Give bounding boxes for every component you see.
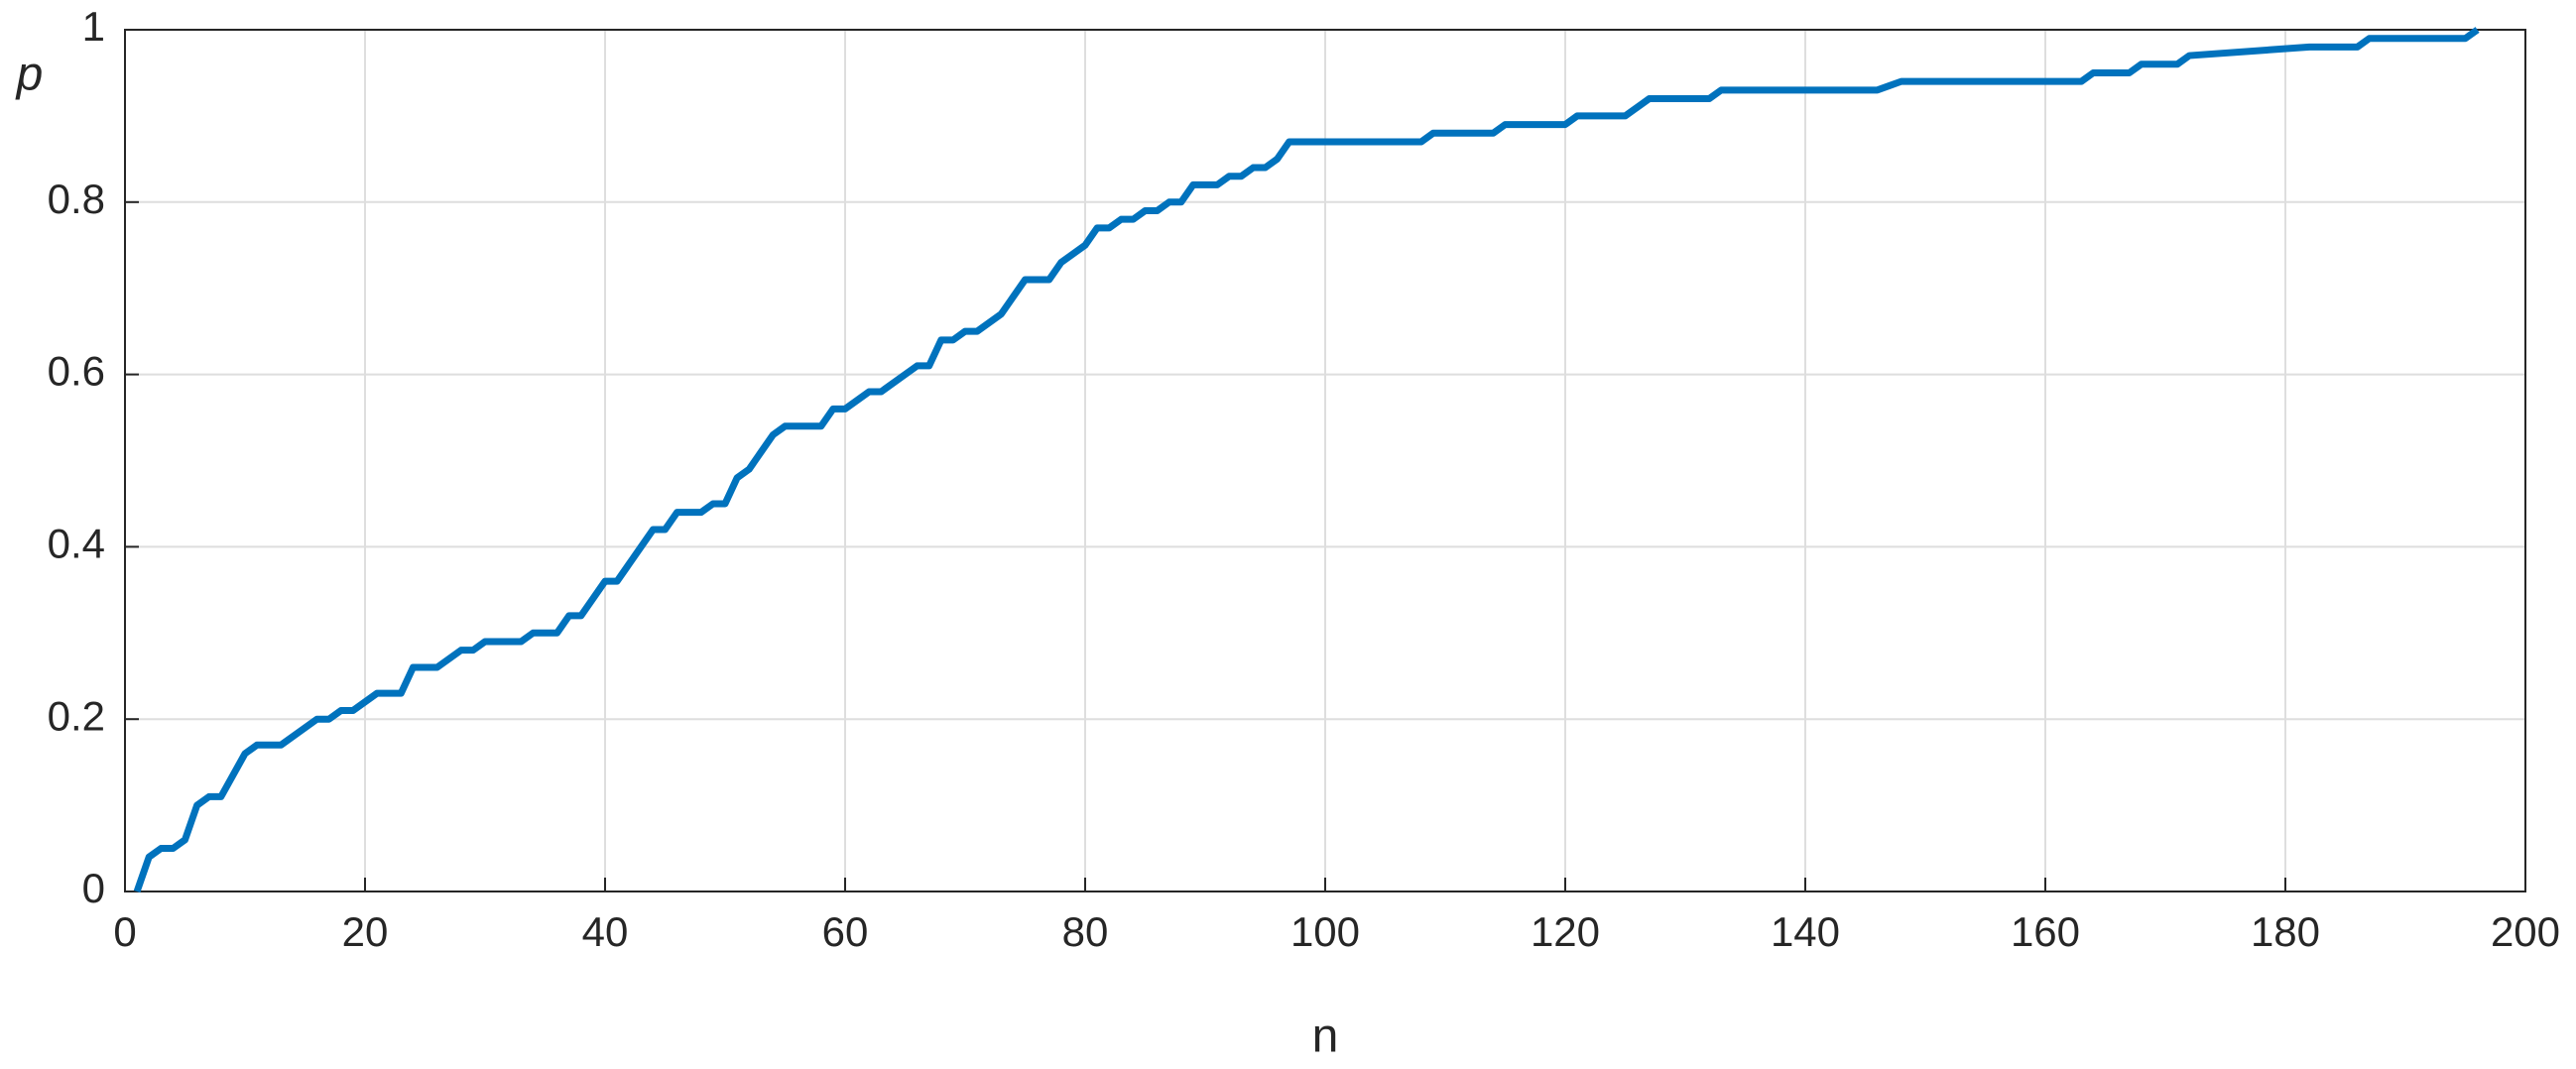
x-tick-label: 80 <box>1062 908 1109 955</box>
y-tick-label: 1 <box>82 3 105 50</box>
x-axis-label: n <box>1312 1010 1339 1063</box>
x-tick-label: 0 <box>113 908 136 955</box>
y-axis-label: p <box>15 49 44 101</box>
x-tick-label: 100 <box>1290 908 1360 955</box>
y-tick-label: 0 <box>82 865 105 911</box>
x-tick-label: 140 <box>1771 908 1840 955</box>
data-line <box>133 27 2480 893</box>
x-tick-label: 60 <box>822 908 869 955</box>
plot-frame <box>124 29 2526 892</box>
x-tick-label: 200 <box>2491 908 2560 955</box>
x-tick-label: 180 <box>2251 908 2320 955</box>
x-tick-label: 20 <box>342 908 389 955</box>
x-tick-label: 160 <box>2011 908 2080 955</box>
x-tick-label: 120 <box>1531 908 1600 955</box>
y-tick-label: 0.4 <box>48 520 105 566</box>
y-tick-label: 0.8 <box>48 176 105 222</box>
y-tick-label: 0.6 <box>48 348 105 395</box>
x-tick-label: 40 <box>582 908 629 955</box>
y-tick-label: 0.2 <box>48 692 105 739</box>
